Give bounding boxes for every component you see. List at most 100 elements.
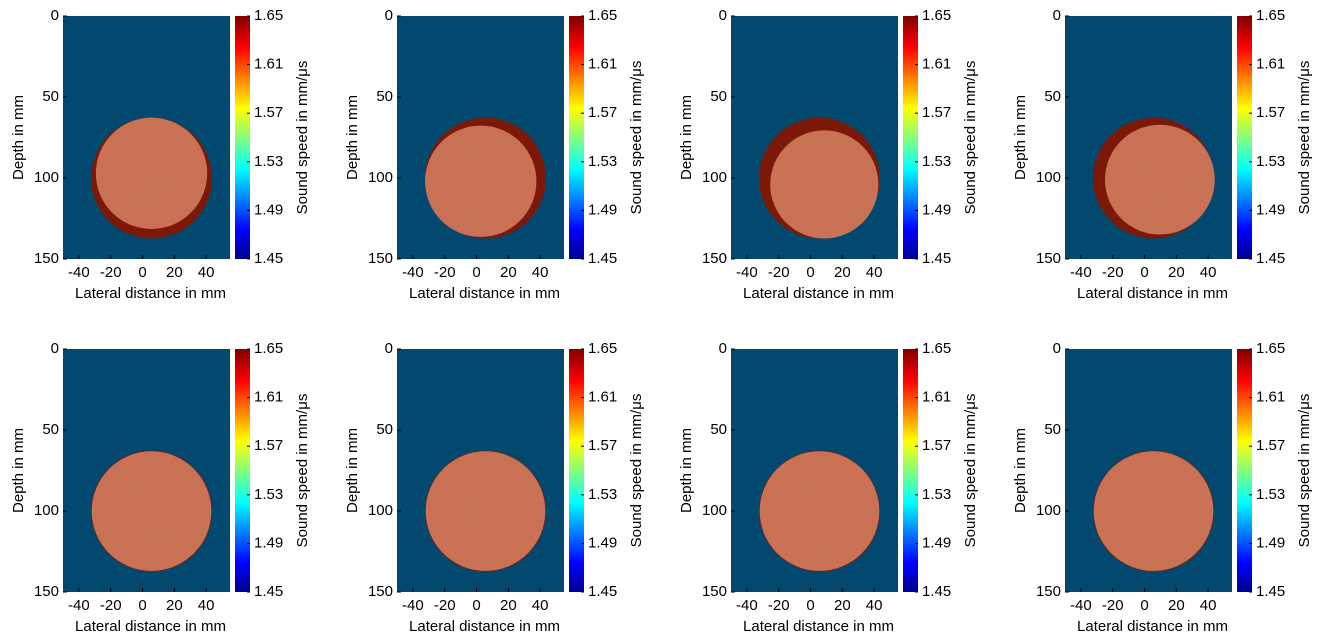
y-axis-label: Depth in mm xyxy=(344,95,361,180)
colorbar-tick-label: 1.65 xyxy=(588,340,617,357)
y-tick-label: 0 xyxy=(51,340,59,357)
colorbar-tick-label: 1.57 xyxy=(1256,437,1285,454)
x-tick-label: 0 xyxy=(1140,597,1148,614)
y-tick-label: 150 xyxy=(1036,250,1061,267)
y-tick-label: 100 xyxy=(34,502,59,519)
panel: 0 50 100 150 -40 -20 0 20 40 Lateral distance in … xyxy=(10,7,311,302)
colorbar-tick-label: 1.49 xyxy=(254,201,283,218)
image xyxy=(63,349,230,592)
y-tick-label: 50 xyxy=(42,88,59,105)
colorbar-label: Sound speed in mm/μs xyxy=(1296,61,1313,215)
colorbar-tick-label: 1.53 xyxy=(1256,486,1285,503)
colorbar-tick-label: 1.65 xyxy=(1256,340,1285,357)
colorbar-tick-label: 1.49 xyxy=(1256,201,1285,218)
panel: 0 50 100 150 -40 -20 0 20 40 Lateral distance in … xyxy=(1012,7,1313,302)
x-tick-label: -40 xyxy=(68,597,90,614)
y-tick-label: 0 xyxy=(51,7,59,24)
colorbar-tick-label: 1.65 xyxy=(254,7,283,24)
colorbar-tick-label: 1.57 xyxy=(922,437,951,454)
colorbar-label: Sound speed in mm/μs xyxy=(628,61,645,215)
y-tick-label: 50 xyxy=(710,421,727,438)
colorbar-tick-label: 1.45 xyxy=(254,250,283,267)
x-tick-label: 40 xyxy=(532,597,549,614)
image xyxy=(63,16,230,259)
y-axis-label: Depth in mm xyxy=(678,428,695,513)
x-tick-label: 20 xyxy=(166,264,183,281)
x-tick-label: -20 xyxy=(768,264,790,281)
y-tick-label: 0 xyxy=(385,340,393,357)
disc-texture xyxy=(425,451,546,571)
x-tick-label: 0 xyxy=(472,264,480,281)
x-tick-label: 20 xyxy=(500,597,517,614)
x-axis-label: Lateral distance in mm xyxy=(75,618,226,635)
y-tick-label: 0 xyxy=(1053,7,1061,24)
y-axis-label: Depth in mm xyxy=(344,428,361,513)
x-tick-label: 0 xyxy=(1140,264,1148,281)
y-tick-label: 150 xyxy=(368,583,393,600)
y-tick-label: 150 xyxy=(34,583,59,600)
y-tick-label: 150 xyxy=(702,583,727,600)
colorbar-label: Sound speed in mm/μs xyxy=(962,394,979,548)
colorbar-tick-label: 1.49 xyxy=(254,534,283,551)
x-tick-label: 40 xyxy=(1200,597,1217,614)
y-axis-label: Depth in mm xyxy=(678,95,695,180)
x-tick-label: -40 xyxy=(736,264,758,281)
y-axis-label: Depth in mm xyxy=(1012,95,1029,180)
x-tick-label: 0 xyxy=(806,597,814,614)
colorbar-tick-label: 1.65 xyxy=(922,7,951,24)
image xyxy=(397,349,564,592)
x-tick-label: 0 xyxy=(138,597,146,614)
x-tick-label: -20 xyxy=(100,264,122,281)
colorbar-tick-label: 1.61 xyxy=(1256,389,1285,406)
colorbar xyxy=(569,16,584,259)
colorbar-tick-label: 1.53 xyxy=(588,153,617,170)
colorbar-tick-label: 1.45 xyxy=(254,583,283,600)
x-tick-label: -40 xyxy=(736,597,758,614)
colorbar-tick-label: 1.53 xyxy=(922,486,951,503)
colorbar-tick-label: 1.57 xyxy=(588,104,617,121)
y-tick-label: 100 xyxy=(1036,502,1061,519)
image xyxy=(1065,349,1232,592)
disc-texture xyxy=(1093,451,1214,571)
x-axis-label: Lateral distance in mm xyxy=(409,618,560,635)
colorbar-tick-label: 1.49 xyxy=(1256,534,1285,551)
panel: 0 50 100 150 -40 -20 0 20 40 Lateral distance in … xyxy=(344,340,645,635)
colorbar-tick-label: 1.57 xyxy=(588,437,617,454)
colorbar-tick-label: 1.45 xyxy=(922,250,951,267)
y-tick-label: 100 xyxy=(702,169,727,186)
x-tick-label: -40 xyxy=(68,264,90,281)
x-axis-label: Lateral distance in mm xyxy=(743,285,894,302)
colorbar-tick-label: 1.53 xyxy=(254,153,283,170)
colorbar-tick-label: 1.53 xyxy=(1256,153,1285,170)
y-tick-label: 50 xyxy=(1044,421,1061,438)
y-tick-label: 100 xyxy=(368,502,393,519)
colorbar xyxy=(235,16,250,259)
disc-texture xyxy=(425,125,537,237)
y-axis-label: Depth in mm xyxy=(10,95,27,180)
colorbar xyxy=(903,349,918,592)
colorbar xyxy=(1237,16,1252,259)
colorbar-label: Sound speed in mm/μs xyxy=(294,394,311,548)
colorbar-tick-label: 1.61 xyxy=(1256,56,1285,73)
colorbar-tick-label: 1.61 xyxy=(254,56,283,73)
y-tick-label: 0 xyxy=(385,7,393,24)
colorbar-tick-label: 1.61 xyxy=(588,56,617,73)
y-tick-label: 0 xyxy=(719,7,727,24)
x-axis-label: Lateral distance in mm xyxy=(1077,618,1228,635)
colorbar-tick-label: 1.53 xyxy=(922,153,951,170)
x-axis-label: Lateral distance in mm xyxy=(1077,285,1228,302)
x-tick-label: 20 xyxy=(166,597,183,614)
y-tick-label: 50 xyxy=(1044,88,1061,105)
colorbar-tick-label: 1.45 xyxy=(1256,250,1285,267)
x-tick-label: 0 xyxy=(472,597,480,614)
x-tick-label: -20 xyxy=(768,597,790,614)
colorbar-label: Sound speed in mm/μs xyxy=(628,394,645,548)
panel: 0 50 100 150 -40 -20 0 20 40 Lateral distance in … xyxy=(344,7,645,302)
x-tick-label: -20 xyxy=(434,597,456,614)
colorbar-label: Sound speed in mm/μs xyxy=(1296,394,1313,548)
x-tick-label: 0 xyxy=(806,264,814,281)
x-tick-label: 20 xyxy=(1168,597,1185,614)
x-tick-label: 20 xyxy=(500,264,517,281)
colorbar xyxy=(235,349,250,592)
y-tick-label: 100 xyxy=(34,169,59,186)
